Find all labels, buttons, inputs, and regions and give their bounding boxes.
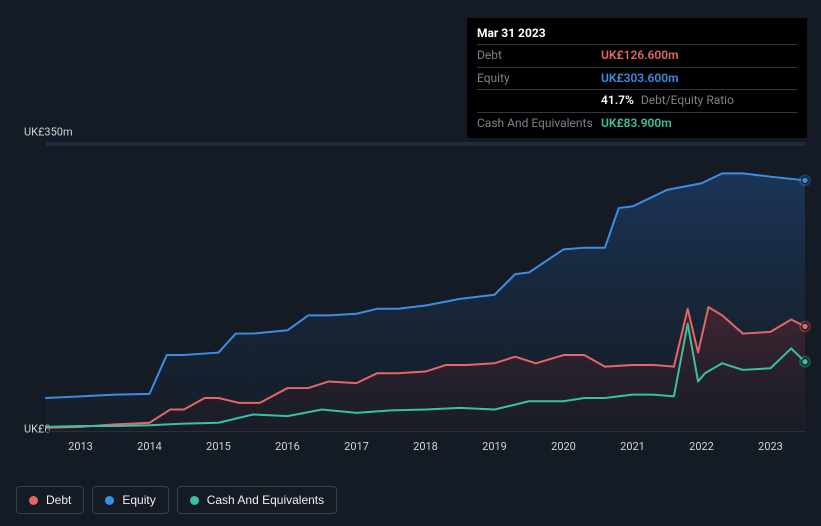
legend-item-equity[interactable]: Equity [92, 486, 168, 514]
legend-item-debt[interactable]: Debt [16, 486, 84, 514]
x-tick: 2021 [620, 440, 645, 453]
x-tick: 2020 [551, 440, 576, 453]
tooltip-row-equity: Equity UK£303.600m [477, 67, 797, 90]
legend: Debt Equity Cash And Equivalents [16, 486, 337, 514]
legend-item-cash[interactable]: Cash And Equivalents [177, 486, 337, 514]
tooltip-row-debt: Debt UK£126.600m [477, 44, 797, 67]
tooltip-label: Equity [477, 71, 601, 87]
x-tick: 2015 [206, 440, 231, 453]
tooltip-sub: Debt/Equity Ratio [641, 93, 734, 107]
legend-dot-debt [29, 496, 38, 505]
x-tick: 2022 [689, 440, 714, 453]
tooltip-label: Debt [477, 48, 601, 64]
x-tick: 2018 [413, 440, 438, 453]
tooltip-value: UK£303.600m [601, 71, 679, 87]
x-tick: 2019 [482, 440, 507, 453]
y-tick-max: UK£350m [24, 126, 73, 139]
legend-dot-cash [190, 496, 199, 505]
tooltip-value-pct: 41.7% [601, 93, 634, 107]
x-tick: 2013 [68, 440, 93, 453]
legend-label: Cash And Equivalents [207, 493, 324, 507]
tooltip-value: UK£126.600m [601, 48, 679, 64]
plot-region[interactable] [46, 142, 805, 432]
legend-label: Equity [122, 493, 155, 507]
legend-dot-equity [105, 496, 114, 505]
tooltip-row-ratio: 41.7% Debt/Equity Ratio [477, 89, 797, 112]
x-tick: 2023 [758, 440, 783, 453]
chart-area[interactable]: UK£350m UK£0 201320142015201620172018201… [14, 120, 807, 480]
tooltip-label [477, 93, 601, 109]
x-tick: 2014 [137, 440, 162, 453]
tooltip-value: 41.7% Debt/Equity Ratio [601, 93, 734, 109]
x-tick: 2017 [344, 440, 369, 453]
x-tick: 2016 [275, 440, 300, 453]
legend-label: Debt [46, 493, 71, 507]
plot-svg [46, 142, 805, 431]
tooltip-date: Mar 31 2023 [477, 24, 797, 44]
